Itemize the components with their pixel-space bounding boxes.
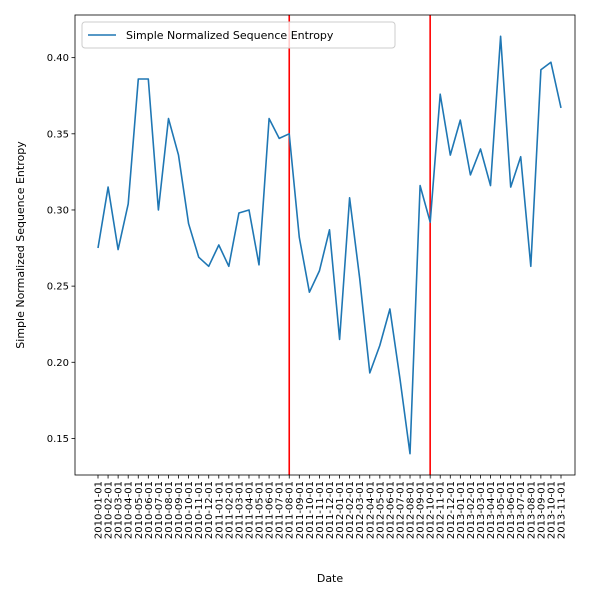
x-tick-label: 2010-05-01 <box>134 481 145 539</box>
x-tick-label: 2011-03-01 <box>234 481 245 539</box>
x-tick-label: 2011-01-01 <box>214 481 225 539</box>
y-tick-label: 0.15 <box>47 434 69 445</box>
x-tick-label: 2010-08-01 <box>164 481 175 539</box>
x-axis-label: Date <box>317 572 344 585</box>
x-tick-label: 2010-07-01 <box>154 481 165 539</box>
y-tick-label: 0.25 <box>47 282 69 293</box>
x-tick-label: 2011-06-01 <box>265 481 276 539</box>
x-tick-label: 2010-11-01 <box>194 481 205 539</box>
legend-label: Simple Normalized Sequence Entropy <box>126 29 334 42</box>
x-tick-label: 2013-07-01 <box>516 481 527 539</box>
x-tick-label: 2010-09-01 <box>174 481 185 539</box>
event-lines <box>288 15 431 475</box>
x-tick-label: 2011-07-01 <box>275 481 286 539</box>
legend-box <box>81 21 396 49</box>
x-tick-label: 2012-04-01 <box>365 481 376 539</box>
x-tick-label: 2011-02-01 <box>224 481 235 539</box>
y-tick-label: 0.35 <box>47 129 69 140</box>
x-tick-label: 2012-11-01 <box>436 481 447 539</box>
x-tick-label: 2012-10-01 <box>426 481 437 539</box>
x-tick-label: 2012-07-01 <box>395 481 406 539</box>
y-axis-label: Simple Normalized Sequence Entropy <box>14 141 27 349</box>
x-tick-label: 2013-02-01 <box>466 481 477 539</box>
x-tick-label: 2013-11-01 <box>557 481 568 539</box>
x-tick-label: 2013-09-01 <box>536 481 547 539</box>
x-tick-label: 2010-01-01 <box>94 481 105 539</box>
x-tick-label: 2012-01-01 <box>335 481 346 539</box>
x-tick-label: 2010-06-01 <box>144 481 155 539</box>
x-tick-label: 2011-09-01 <box>295 481 306 539</box>
legend: Simple Normalized Sequence Entropy <box>81 21 396 49</box>
series-line-1 <box>97 35 562 455</box>
y-tick-label: 0.20 <box>47 358 69 369</box>
x-tick-label: 2012-03-01 <box>355 481 366 539</box>
x-tick-label: 2010-04-01 <box>124 481 135 539</box>
x-tick-label: 2012-12-01 <box>446 481 457 539</box>
x-tick-label: 2013-03-01 <box>476 481 487 539</box>
y-tick-label: 0.40 <box>47 53 69 64</box>
x-tick-label: 2011-11-01 <box>315 481 326 539</box>
axes-frame <box>74 14 576 476</box>
x-tick-label: 2010-12-01 <box>204 481 215 539</box>
x-tick-label: 2010-03-01 <box>114 481 125 539</box>
x-tick-label: 2013-10-01 <box>546 481 557 539</box>
y-tick-label: 0.30 <box>47 205 69 216</box>
x-tick-label: 2013-01-01 <box>456 481 467 539</box>
x-tick-label: 2012-02-01 <box>345 481 356 539</box>
x-tick-label: 2013-05-01 <box>496 481 507 539</box>
x-tick-label: 2013-08-01 <box>526 481 537 539</box>
axes <box>74 14 576 476</box>
series-layer <box>97 35 562 455</box>
x-tick-label: 2012-08-01 <box>406 481 417 539</box>
x-tick-label: 2011-04-01 <box>244 481 255 539</box>
x-tick-label: 2013-06-01 <box>506 481 517 539</box>
x-tick-label: 2013-04-01 <box>486 481 497 539</box>
y-axis-ticks: 0.15 0.20 0.25 0.30 0.35 0.40 <box>47 53 75 445</box>
x-tick-label: 2012-06-01 <box>385 481 396 539</box>
x-tick-label: 2010-10-01 <box>184 481 195 539</box>
x-tick-label: 2011-10-01 <box>305 481 316 539</box>
x-tick-label: 2011-05-01 <box>255 481 266 539</box>
x-tick-label: 2011-08-01 <box>285 481 296 539</box>
x-tick-label: 2012-09-01 <box>416 481 427 539</box>
x-tick-label: 2010-02-01 <box>104 481 115 539</box>
x-tick-label: 2012-05-01 <box>375 481 386 539</box>
x-tick-label: 2011-12-01 <box>325 481 336 539</box>
x-axis-ticks: 2010-01-01 2010-02-01 2010-03-01 2010-04-01… <box>94 475 568 539</box>
